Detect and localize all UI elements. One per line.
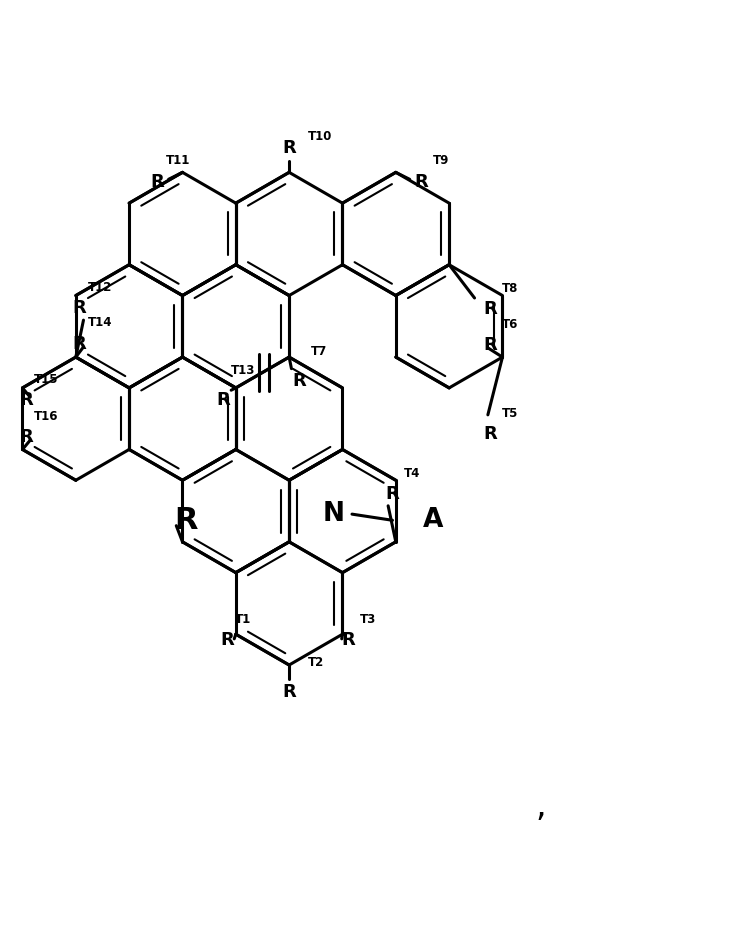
Text: A: A xyxy=(423,507,443,534)
Text: R: R xyxy=(150,172,164,191)
Text: R: R xyxy=(415,172,428,191)
Text: R: R xyxy=(385,485,400,502)
Text: T10: T10 xyxy=(308,130,332,143)
Text: R: R xyxy=(19,391,33,409)
Text: T7: T7 xyxy=(311,345,327,359)
Text: N: N xyxy=(322,502,344,527)
Text: R: R xyxy=(282,683,296,701)
Text: R: R xyxy=(72,335,86,353)
Text: R: R xyxy=(282,139,296,157)
Text: T8: T8 xyxy=(502,281,518,295)
Text: ,: , xyxy=(535,790,546,823)
Text: T1: T1 xyxy=(235,614,252,626)
Text: R: R xyxy=(483,300,496,318)
Text: R: R xyxy=(216,391,230,409)
Text: R: R xyxy=(483,425,496,443)
Text: T5: T5 xyxy=(502,407,518,420)
Text: R: R xyxy=(19,428,33,446)
Text: R: R xyxy=(342,631,355,649)
Text: R: R xyxy=(72,299,86,317)
Text: T15: T15 xyxy=(35,373,59,386)
Text: R: R xyxy=(292,373,306,391)
Text: T16: T16 xyxy=(35,410,59,423)
Text: T11: T11 xyxy=(165,154,190,167)
Text: T13: T13 xyxy=(231,364,255,376)
Text: R: R xyxy=(220,631,234,649)
Text: R: R xyxy=(483,336,496,354)
Text: R: R xyxy=(174,506,198,534)
Text: T4: T4 xyxy=(404,467,421,480)
Text: T14: T14 xyxy=(88,316,112,329)
Text: T6: T6 xyxy=(502,317,518,330)
Text: T2: T2 xyxy=(308,656,324,669)
Text: T3: T3 xyxy=(360,614,376,626)
Text: T12: T12 xyxy=(88,280,112,294)
Text: T9: T9 xyxy=(433,154,449,167)
